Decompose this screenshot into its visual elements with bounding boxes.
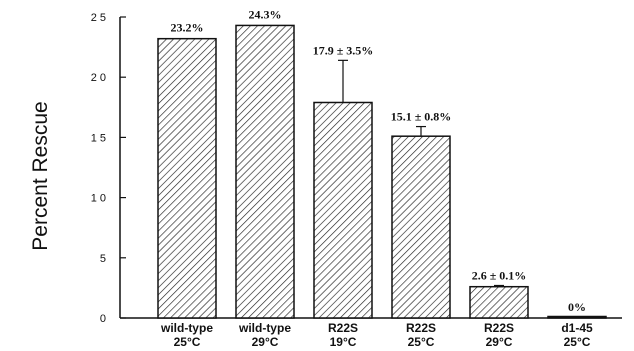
y-tick-label: 5 [100, 253, 106, 265]
data-label: 24.3% [249, 7, 282, 21]
bar [313, 101, 373, 319]
data-label: 15.1 ± 0.8% [391, 110, 452, 124]
y-tick-label: 2 5 [91, 12, 106, 24]
category-condition-label: 25°C [174, 335, 201, 349]
bar [469, 285, 529, 319]
y-tick-label: 0 [100, 313, 106, 325]
category-condition-label: 25°C [408, 335, 435, 349]
y-tick-label: 1 5 [91, 132, 106, 144]
data-label: 23.2% [171, 21, 204, 35]
bar [157, 37, 217, 319]
category-label: wild-type [160, 321, 213, 335]
category-label: d1-45 [561, 321, 593, 335]
y-tick-label: 2 0 [91, 72, 106, 84]
data-label: 0% [568, 300, 586, 314]
data-label: 2.6 ± 0.1% [472, 268, 527, 282]
bar [547, 315, 607, 319]
bar [391, 135, 451, 319]
category-condition-label: 25°C [564, 335, 591, 349]
category-condition-label: 19°C [330, 335, 357, 349]
category-condition-label: 29°C [252, 335, 279, 349]
category-label: R22S [406, 321, 436, 335]
category-label: R22S [484, 321, 514, 335]
y-tick-label: 1 0 [91, 193, 106, 205]
category-label: R22S [328, 321, 358, 335]
bar [235, 24, 295, 319]
category-label: wild-type [238, 321, 291, 335]
data-label: 17.9 ± 3.5% [313, 43, 374, 57]
category-condition-label: 29°C [486, 335, 513, 349]
y-axis-title: Percent Rescue [29, 101, 52, 250]
